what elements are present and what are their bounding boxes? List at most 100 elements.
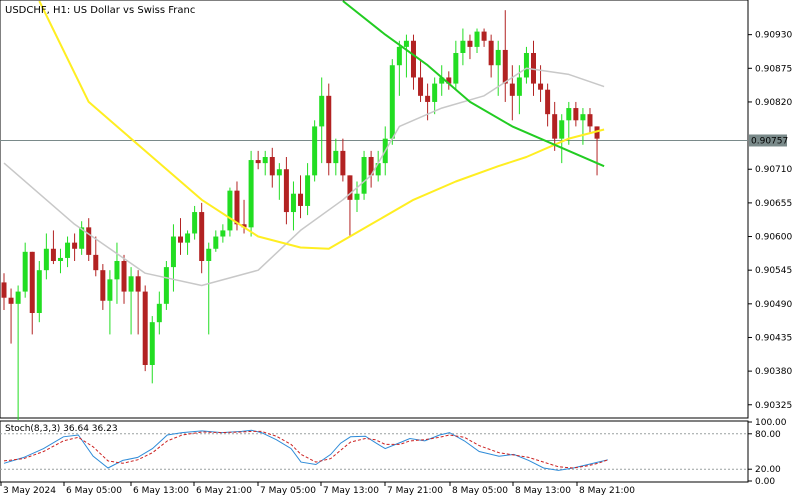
candle-body [425,95,431,102]
candle [100,264,106,310]
axis-layer: 0.90930 0.90875 0.90820 0.90710 0.90655 0.906… [0,31,792,496]
candle [65,236,71,268]
x-tick-label: 7 May 13:00 [323,486,379,496]
candle-body [361,157,367,194]
candle-body [72,242,78,249]
candle-body [509,83,515,96]
candle [580,108,586,145]
candle-body [467,40,473,47]
candle-body [552,114,558,139]
candle-body [22,251,28,292]
stoch-tick-label: 80.00 [755,430,781,440]
stoch-tick-label: 100.00 [755,418,787,428]
candle [474,28,480,53]
candle-body [220,230,226,237]
x-tick-label: 6 May 05:00 [66,486,122,496]
candle [220,224,226,243]
stoch-label: Stoch(8,3,3) 36.64 36.23 [5,424,118,434]
candle-body [262,157,268,164]
candle-body [36,270,42,313]
candle-body [241,224,247,228]
y-tick-label: 0.90380 [755,367,792,377]
candle [79,221,85,255]
stoch-main-line [3,429,609,471]
current-price-label: 0.90757 [751,136,788,146]
candle [192,205,198,240]
candle [439,65,445,96]
candle-body [580,114,586,121]
candle [523,46,529,84]
candle [142,285,148,372]
x-tick-label: 6 May 21:00 [196,486,252,496]
candle [86,218,92,261]
candle [185,230,191,255]
candle-body [594,126,600,139]
candle-body [50,248,56,261]
candle-body [276,169,282,176]
stoch-tick-label: 20.00 [755,465,781,475]
y-tick-label: 0.90820 [755,98,792,108]
ma-mid-line [38,0,605,250]
candle-body [192,212,198,234]
candle-body [403,40,409,47]
candle-body [333,150,339,164]
ma-slow-line [342,0,605,168]
candle-body [43,248,49,271]
candle-body [340,150,346,176]
candle [538,65,544,102]
candle [467,34,473,60]
y-tick-label: 0.90545 [755,266,792,276]
candle [460,28,466,66]
candle-body [255,160,261,164]
candle-body [446,77,452,84]
stoch-layer [0,429,748,471]
candle-body [213,236,219,249]
y-tick-label: 0.90930 [755,31,792,41]
candle [573,101,579,127]
candle-body [502,49,508,84]
y-tick-label: 0.90875 [755,64,792,74]
candle [269,147,275,188]
x-tick-label: 3 May 2024 [3,486,56,496]
candle-body [312,126,318,176]
candle [227,187,233,237]
candle-body [298,193,304,206]
candle-body [86,227,92,255]
y-tick-label: 0.90655 [755,199,792,209]
candle-body [65,242,71,258]
candle-body [453,53,459,84]
candle-body [128,276,134,292]
candle [156,291,162,335]
candle [552,101,558,151]
candle [93,236,99,277]
candle [305,163,311,216]
candle [57,248,63,274]
candle-body [545,89,551,115]
stoch-pane [0,420,749,483]
candle [213,230,219,252]
candle-body [516,77,522,96]
candle [22,242,28,298]
candle-body [347,175,353,200]
candle-body [538,83,544,90]
y-tick-label: 0.90710 [755,165,792,175]
candle [15,285,21,421]
candle-body [474,31,480,47]
candle [403,34,409,78]
candle [276,163,282,200]
candle-body [531,53,536,84]
candle [545,83,551,127]
candle-body [15,291,21,304]
candle-body [135,276,141,292]
candle-body [79,227,85,249]
candle [128,267,134,335]
candle [1,273,7,310]
candle [135,270,141,335]
candle [410,34,416,90]
candle-body [100,270,106,301]
current-price-tag-bg [749,134,787,147]
y-tick-label: 0.90435 [755,333,792,343]
candle [389,59,395,145]
candle-body [178,236,183,243]
